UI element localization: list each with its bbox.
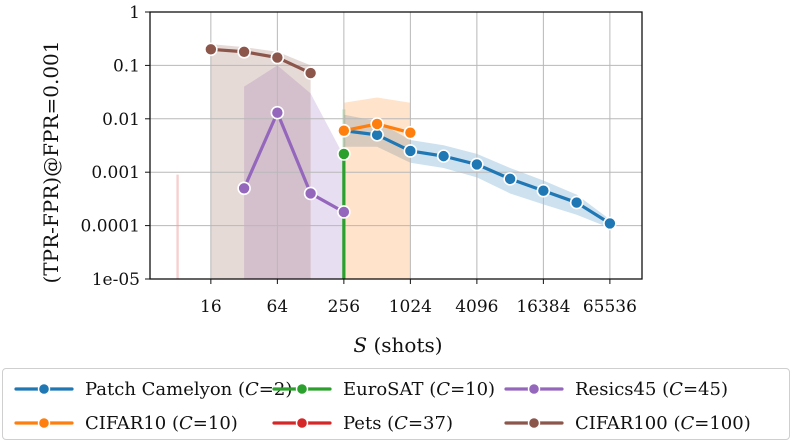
legend-series-name: Pets (: [343, 412, 395, 434]
legend-series-name: Patch Camelyon (: [85, 378, 245, 400]
legend-marker: [295, 382, 309, 396]
legend-series-name: CIFAR10 (: [85, 412, 180, 434]
legend-class-count: =100): [694, 412, 751, 434]
x-tick-label: 16384: [516, 297, 570, 317]
y-tick-label: 0.0001: [81, 217, 140, 237]
legend-class-symbol: C: [394, 412, 408, 434]
legend-class-count: =10): [192, 412, 238, 434]
point-cifar100: [237, 44, 251, 59]
legend-swatch-cifar10: [14, 416, 74, 430]
legend-entry-pets: Pets (C=37): [271, 409, 503, 437]
point-patch-camelyon: [403, 144, 418, 158]
point-patch-camelyon: [569, 195, 584, 210]
x-tick-label: 4096: [455, 297, 498, 317]
chart-canvas: 16 64 256 1024 4096 16384 65536 1e-05 0.0001 0.00…: [39, 3, 643, 357]
legend-class-symbol: C: [179, 412, 193, 434]
point-patch-camelyon: [436, 149, 451, 163]
legend-label: EuroSAT (C=10): [343, 379, 495, 400]
point-patch-camelyon: [503, 172, 517, 186]
legend-class-symbol: C: [436, 378, 451, 400]
legend-class-symbol: C: [680, 412, 695, 434]
point-cifar100: [270, 50, 285, 65]
legend-class-count: =45): [682, 378, 728, 400]
legend-marker: [295, 416, 309, 430]
legend: Patch Camelyon (C=2) EuroSAT (C=10) Resics…: [2, 368, 790, 440]
x-tick-label: 256: [328, 297, 360, 317]
legend-entry-eurosat: EuroSAT (C=10): [271, 375, 503, 403]
point-cifar10: [403, 125, 418, 140]
legend-series-name: Resics45 (: [575, 378, 670, 400]
x-axis-suffix: (shots): [367, 333, 442, 357]
point-cifar100: [303, 66, 318, 80]
legend-marker: [37, 382, 51, 396]
point-patch-camelyon: [470, 157, 484, 172]
legend-class-symbol: C: [245, 378, 259, 400]
legend-entry-resics45: Resics45 (C=45): [503, 375, 773, 403]
legend-swatch-patch-camelyon: [14, 382, 74, 396]
y-tick-label: 1e-05: [92, 270, 140, 290]
legend-swatch-cifar100: [504, 416, 564, 430]
legend-label: Patch Camelyon (C=2): [85, 379, 292, 400]
confidence-bands: [176, 44, 610, 280]
point-resics45: [237, 181, 251, 196]
legend-swatch-resics45: [504, 382, 564, 396]
point-cifar10: [370, 117, 384, 131]
point-resics45: [270, 105, 285, 120]
axis-ticks: 16 64 256 1024 4096 16384 65536 1e-05 0.0001 0.00…: [81, 3, 637, 317]
legend-class-symbol: C: [669, 378, 683, 400]
legend-swatch-pets: [272, 416, 332, 430]
line-resics45: [242, 111, 346, 214]
y-tick-label: 0.001: [91, 163, 140, 183]
legend-grid: Patch Camelyon (C=2) EuroSAT (C=10) Resics…: [13, 375, 781, 437]
legend-class-count: =37): [407, 412, 453, 434]
point-patch-camelyon: [603, 216, 617, 231]
y-tick-label: 0.1: [113, 56, 140, 76]
y-axis-title: (TPR-FPR)@FPR=0.001: [39, 40, 63, 283]
legend-label: CIFAR10 (C=10): [85, 413, 238, 434]
x-axis-title: S (shots): [353, 333, 442, 357]
legend-marker: [527, 382, 541, 396]
x-axis-symbol: S: [353, 333, 367, 357]
x-tick-label: 1024: [389, 297, 432, 317]
point-resics45: [337, 205, 351, 219]
x-tick-label: 65536: [583, 297, 637, 317]
series-points: [204, 42, 617, 231]
x-tick-label: 16: [200, 297, 222, 317]
point-cifar10: [337, 123, 351, 138]
point-cifar100: [204, 42, 218, 57]
legend-entry-patch-camelyon: Patch Camelyon (C=2): [13, 375, 292, 403]
legend-series-name: EuroSAT (: [343, 378, 437, 400]
band-pets: [176, 174, 179, 279]
legend-label: CIFAR100 (C=100): [575, 413, 751, 434]
legend-class-count: =10): [450, 378, 496, 400]
plot-frame: [149, 11, 643, 280]
legend-label: Pets (C=37): [343, 413, 453, 434]
point-resics45: [303, 186, 318, 201]
y-tick-label: 0.01: [102, 110, 140, 130]
x-tick-label: 64: [267, 297, 289, 317]
legend-swatch-eurosat: [272, 382, 332, 396]
band-cifar100: [210, 44, 311, 279]
line-cifar100: [209, 47, 313, 75]
legend-entry-cifar10: CIFAR10 (C=10): [13, 409, 271, 437]
point-patch-camelyon: [536, 183, 551, 198]
legend-entry-cifar100: CIFAR100 (C=100): [503, 409, 773, 437]
legend-label: Resics45 (C=45): [575, 379, 728, 400]
y-tick-label: 1: [129, 3, 140, 23]
legend-marker: [527, 416, 541, 430]
legend-marker: [37, 416, 51, 430]
point-eurosat: [337, 147, 351, 161]
legend-series-name: CIFAR100 (: [575, 412, 681, 434]
